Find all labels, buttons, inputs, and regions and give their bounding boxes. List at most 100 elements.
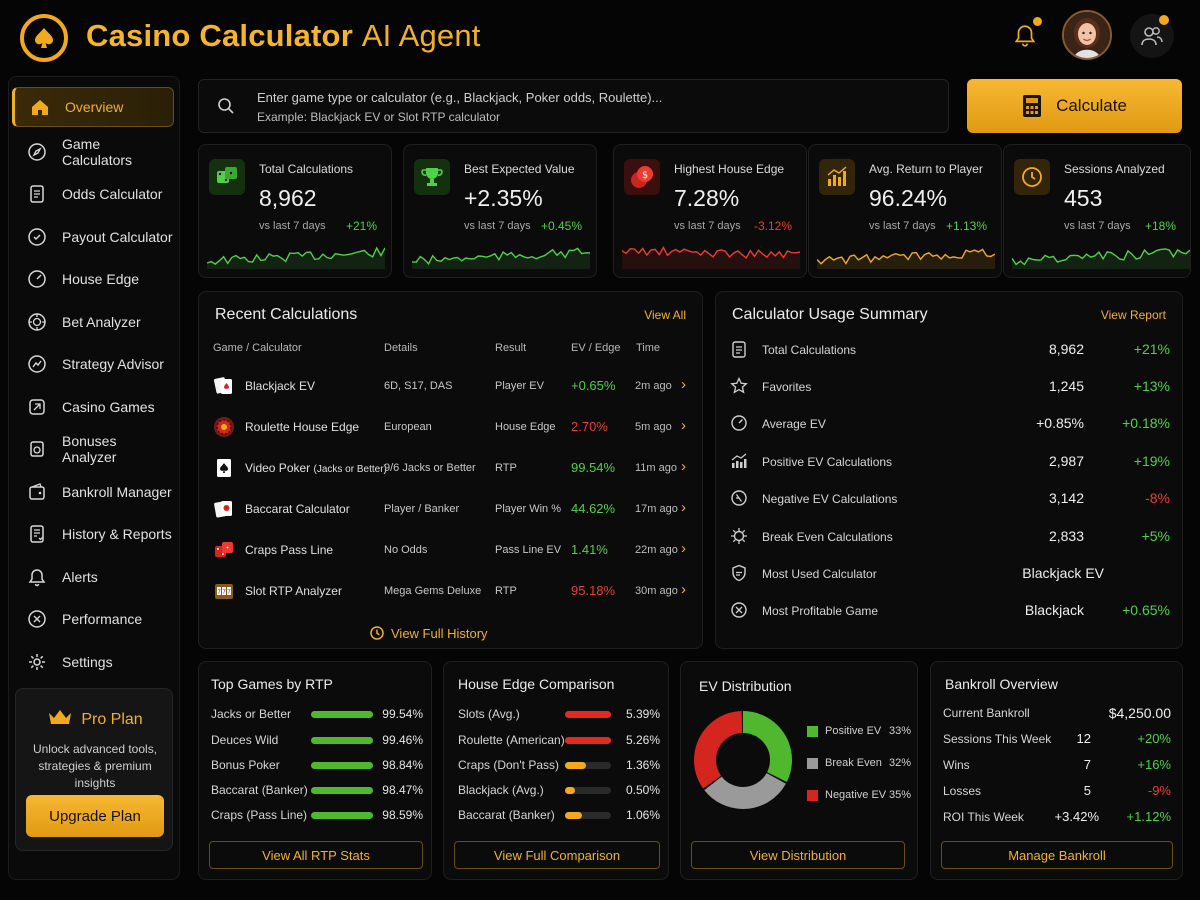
app-header: Casino Calculator AI Agent <box>0 0 1200 76</box>
sparkline-line <box>817 248 995 265</box>
legend-swatch <box>807 758 818 769</box>
stat-subtext: vs last 7 days <box>259 220 326 232</box>
usage-value: Blackjack <box>1024 602 1084 618</box>
user-avatar[interactable] <box>1062 10 1112 60</box>
bankroll-label: Wins <box>943 758 970 772</box>
stat-card-sessions-analyzed[interactable]: Sessions Analyzed 453 vs last 7 days +18… <box>1003 144 1191 278</box>
view-distribution-button[interactable]: View Distribution <box>691 841 905 869</box>
usage-label: Most Used Calculator <box>762 567 877 581</box>
view-report-link[interactable]: View Report <box>1100 308 1166 322</box>
row-game: Craps Pass Line <box>245 543 334 557</box>
donut-slice-positive-ev[interactable] <box>694 711 792 809</box>
sidebar-item-label: Overview <box>65 99 124 115</box>
chevron-right-icon[interactable]: › <box>681 376 686 393</box>
shield-icon <box>732 564 746 582</box>
sparkline <box>207 246 385 269</box>
bankroll-change: +1.12% <box>1126 809 1171 824</box>
sidebar-item-settings[interactable]: Settings <box>12 642 174 682</box>
table-row[interactable]: Video Poker (Jacks or Better) 9/6 Jacks … <box>199 448 704 490</box>
dice-icon <box>209 159 245 195</box>
stat-card-highest-house-edge[interactable]: $ Highest House Edge 7.28% vs last 7 day… <box>613 144 807 278</box>
sidebar-item-bet-analyzer[interactable]: Bet Analyzer <box>12 302 174 342</box>
chevron-right-icon[interactable]: › <box>681 417 686 434</box>
row-game: Blackjack EV <box>245 379 316 393</box>
calculate-button[interactable]: Calculate <box>967 79 1182 133</box>
edge-value: 1.06% <box>625 808 660 822</box>
table-row[interactable]: Baccarat Calculator Player / Banker Play… <box>199 489 704 531</box>
sidebar-item-bonuses-analyzer[interactable]: Bonuses Analyzer <box>12 429 174 469</box>
sidebar-item-game-calculators[interactable]: Game Calculators <box>12 132 174 172</box>
row-result: House Edge <box>495 421 556 433</box>
stat-label: Sessions Analyzed <box>1064 162 1165 176</box>
legend-swatch <box>807 790 818 801</box>
trend-up-icon <box>731 453 747 468</box>
usage-summary-title: Calculator Usage Summary <box>732 306 928 323</box>
svg-text:7: 7 <box>227 589 231 596</box>
donut-slice-break-even[interactable] <box>694 711 792 809</box>
table-row[interactable]: Blackjack EV 6D, S17, DAS Player EV +0.6… <box>199 366 704 408</box>
sidebar-item-strategy-advisor[interactable]: Strategy Advisor <box>12 344 174 384</box>
rtp-value: 98.47% <box>382 783 423 797</box>
bankroll-row: ROI This Week +3.42% +1.12% <box>943 806 1171 830</box>
sidebar-item-label: Odds Calculator <box>62 186 163 202</box>
edge-bar-fill <box>565 812 582 819</box>
usage-summary-panel: Calculator Usage Summary View Report Tot… <box>715 291 1183 649</box>
notification-bell-icon[interactable] <box>1012 22 1038 50</box>
usage-row: Negative EV Calculations 3,142 -8% <box>716 481 1182 517</box>
stat-card-best-expected-value[interactable]: Best Expected Value +2.35% vs last 7 day… <box>403 144 597 278</box>
sidebar-item-house-edge[interactable]: House Edge <box>12 259 174 299</box>
view-full-comparison-button[interactable]: View Full Comparison <box>454 841 660 869</box>
app-title-ai: AI Agent <box>361 18 481 53</box>
manage-bankroll-button[interactable]: Manage Bankroll <box>941 841 1173 869</box>
ev-distribution-title: EV Distribution <box>699 678 792 694</box>
row-game: Roulette House Edge <box>245 420 360 434</box>
stat-card-total-calculations[interactable]: Total Calculations 8,962 vs last 7 days … <box>198 144 392 278</box>
view-full-history-link[interactable]: View Full History <box>369 625 488 641</box>
poker-card-icon <box>217 459 231 477</box>
sidebar-item-alerts[interactable]: Alerts <box>12 557 174 597</box>
stat-card-avg-return-to-player[interactable]: Avg. Return to Player 96.24% vs last 7 d… <box>808 144 1002 278</box>
rtp-row: Craps (Pass Line) 98.59% <box>211 804 423 828</box>
view-all-link[interactable]: View All <box>644 308 686 322</box>
pro-plan-description: Unlock advanced tools, strategies & prem… <box>32 742 158 790</box>
upgrade-plan-button[interactable]: Upgrade Plan <box>26 795 164 837</box>
donut-slice-negative-ev[interactable] <box>694 711 792 809</box>
row-game: Baccarat Calculator <box>245 502 350 516</box>
svg-text:$: $ <box>642 170 648 181</box>
chevron-right-icon[interactable]: › <box>681 458 686 475</box>
usage-row: Most Used Calculator Blackjack EV <box>716 556 1182 592</box>
chevron-right-icon[interactable]: › <box>681 581 686 598</box>
sidebar-item-performance[interactable]: Performance <box>12 599 174 639</box>
gear-icon <box>26 651 48 673</box>
stat-value: +2.35% <box>464 185 543 211</box>
sidebar-item-bankroll-manager[interactable]: Bankroll Manager <box>12 472 174 512</box>
usage-label: Negative EV Calculations <box>762 492 898 506</box>
stat-change: +0.45% <box>540 219 582 233</box>
usage-change: +21% <box>1133 341 1170 357</box>
sidebar-item-payout-calculator[interactable]: Payout Calculator <box>12 217 174 257</box>
table-row[interactable]: Craps Pass Line No Odds Pass Line EV 1.4… <box>199 530 704 572</box>
bankroll-row: Sessions This Week 12 +20% <box>943 728 1171 752</box>
chevron-right-icon[interactable]: › <box>681 499 686 516</box>
chevron-right-icon[interactable]: › <box>681 540 686 557</box>
sparkline <box>412 247 590 269</box>
view-all-rtp-stats-button[interactable]: View All RTP Stats <box>209 841 423 869</box>
search-input[interactable]: Enter game type or calculator (e.g., Bla… <box>198 79 949 133</box>
bankroll-change: +16% <box>1137 757 1171 772</box>
rtp-bar-fill <box>311 787 373 794</box>
edge-bar-fill <box>565 737 611 744</box>
house-edge-panel: House Edge Comparison Slots (Avg.) 5.39% … <box>443 661 669 880</box>
sparkline <box>817 248 995 269</box>
row-result: RTP <box>495 462 517 474</box>
usage-row: Most Profitable Game Blackjack +0.65% <box>716 593 1182 629</box>
sparkline-area <box>622 247 800 269</box>
top-games-title: Top Games by RTP <box>211 676 333 692</box>
sidebar-item-overview[interactable]: Overview <box>12 87 174 127</box>
calculator-icon <box>1023 95 1042 117</box>
usage-label: Favorites <box>762 380 812 394</box>
table-row[interactable]: Roulette House Edge European House Edge … <box>199 407 704 449</box>
sidebar-item-casino-games[interactable]: Casino Games <box>12 387 174 427</box>
sidebar-item-odds-calculator[interactable]: Odds Calculator <box>12 174 174 214</box>
sidebar-item-history-reports[interactable]: History & Reports <box>12 514 174 554</box>
